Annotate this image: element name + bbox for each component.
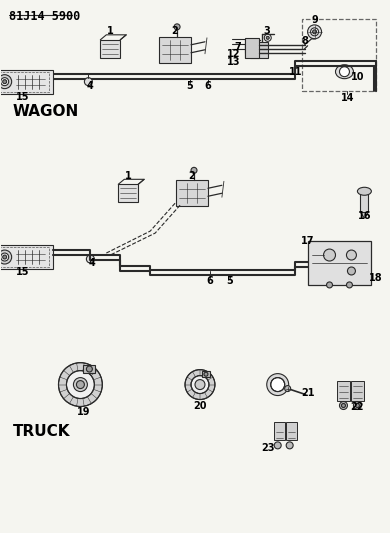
- Text: 5: 5: [227, 276, 233, 286]
- Circle shape: [285, 385, 291, 392]
- Circle shape: [1, 253, 9, 261]
- Circle shape: [191, 167, 197, 173]
- Bar: [274, 423, 285, 440]
- Text: 2: 2: [189, 171, 195, 181]
- Bar: [0, 247, 48, 267]
- Circle shape: [76, 381, 84, 389]
- Circle shape: [266, 36, 269, 39]
- Circle shape: [342, 403, 346, 408]
- Polygon shape: [360, 212, 369, 218]
- Bar: [351, 381, 364, 400]
- Bar: [308, 241, 371, 285]
- Circle shape: [271, 377, 285, 392]
- Circle shape: [326, 282, 333, 288]
- Circle shape: [174, 24, 180, 30]
- Bar: [250, 42, 268, 58]
- Text: 6: 6: [205, 80, 211, 91]
- Bar: [176, 180, 208, 206]
- Bar: [360, 194, 369, 212]
- Bar: [0, 245, 53, 269]
- Circle shape: [312, 30, 317, 34]
- Text: TRUCK: TRUCK: [12, 424, 70, 439]
- Bar: [83, 365, 96, 373]
- Text: 15: 15: [16, 92, 29, 102]
- Bar: [118, 184, 138, 202]
- Text: 2: 2: [172, 26, 179, 36]
- Circle shape: [347, 267, 355, 275]
- Circle shape: [58, 362, 102, 407]
- Circle shape: [267, 374, 289, 395]
- Circle shape: [274, 442, 281, 449]
- Text: 9: 9: [311, 15, 318, 25]
- Circle shape: [310, 28, 319, 36]
- Bar: [202, 371, 210, 377]
- Text: 7: 7: [234, 42, 241, 52]
- Circle shape: [286, 442, 293, 449]
- Text: 16: 16: [358, 211, 371, 221]
- Circle shape: [3, 79, 7, 84]
- Text: 20: 20: [193, 400, 207, 410]
- Bar: [0, 70, 53, 94]
- Text: 6: 6: [207, 276, 213, 286]
- Circle shape: [87, 255, 94, 263]
- Circle shape: [346, 282, 353, 288]
- Text: 1: 1: [125, 171, 131, 181]
- Bar: [245, 38, 259, 58]
- Text: 22: 22: [351, 402, 364, 413]
- Text: 81J14 5900: 81J14 5900: [9, 10, 80, 23]
- Text: 23: 23: [261, 443, 275, 454]
- Text: 18: 18: [369, 273, 382, 283]
- Text: 12: 12: [227, 49, 241, 59]
- Circle shape: [66, 370, 94, 399]
- Text: 8: 8: [301, 36, 308, 46]
- Bar: [159, 37, 191, 63]
- Bar: [301, 19, 376, 91]
- Bar: [286, 423, 297, 440]
- Circle shape: [195, 379, 205, 390]
- Ellipse shape: [357, 187, 371, 195]
- Text: 4: 4: [87, 80, 94, 91]
- Text: 14: 14: [341, 93, 354, 103]
- Text: 3: 3: [263, 26, 270, 36]
- Circle shape: [191, 376, 209, 393]
- Circle shape: [73, 377, 87, 392]
- Circle shape: [204, 372, 208, 376]
- Text: 19: 19: [77, 407, 90, 417]
- Circle shape: [0, 75, 12, 88]
- Circle shape: [264, 34, 271, 41]
- Text: 10: 10: [351, 71, 364, 82]
- Ellipse shape: [335, 64, 353, 79]
- Circle shape: [339, 401, 347, 409]
- Circle shape: [308, 25, 321, 39]
- Text: 13: 13: [227, 56, 241, 67]
- Text: 11: 11: [289, 67, 302, 77]
- Circle shape: [1, 78, 9, 86]
- Circle shape: [0, 250, 12, 264]
- Circle shape: [84, 78, 92, 86]
- Circle shape: [3, 255, 7, 259]
- Text: 15: 15: [16, 267, 29, 277]
- Text: 1: 1: [107, 26, 113, 36]
- Text: WAGON: WAGON: [12, 103, 79, 118]
- Circle shape: [87, 366, 92, 372]
- Bar: [100, 40, 120, 58]
- Bar: [337, 381, 351, 400]
- Text: 5: 5: [187, 80, 193, 91]
- Circle shape: [353, 401, 362, 409]
- Circle shape: [185, 369, 215, 400]
- Bar: [0, 72, 48, 92]
- Circle shape: [346, 250, 356, 260]
- Text: 4: 4: [89, 258, 96, 268]
- Text: 21: 21: [301, 387, 314, 398]
- Text: 17: 17: [301, 236, 314, 246]
- Circle shape: [324, 249, 335, 261]
- Circle shape: [355, 403, 360, 408]
- Circle shape: [339, 67, 349, 77]
